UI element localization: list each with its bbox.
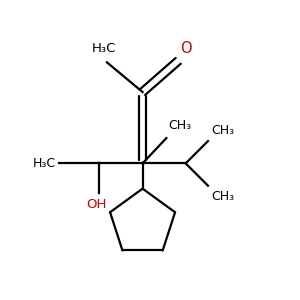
Text: H₃C: H₃C (33, 157, 56, 170)
Text: CH₃: CH₃ (211, 124, 234, 136)
Text: CH₃: CH₃ (168, 119, 191, 132)
Text: CH₃: CH₃ (211, 190, 234, 203)
Text: O: O (180, 41, 191, 56)
Text: OH: OH (86, 198, 107, 211)
Text: H₃C: H₃C (92, 42, 116, 55)
